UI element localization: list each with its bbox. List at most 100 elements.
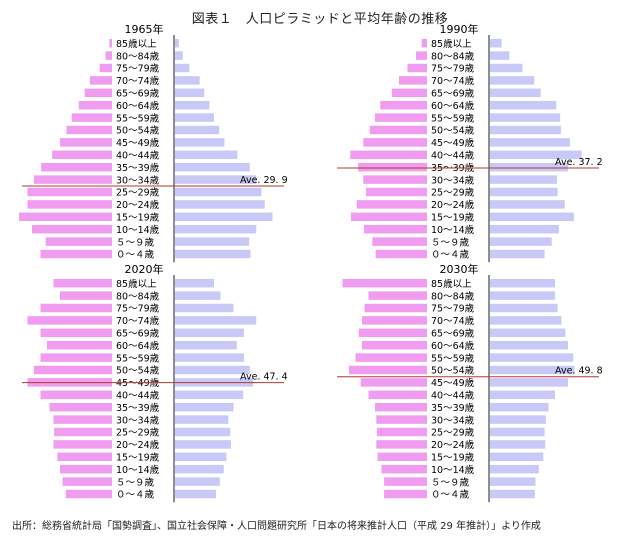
age-group-label: 80～84歳 bbox=[431, 50, 475, 62]
male-bar bbox=[421, 38, 427, 48]
male-bar bbox=[32, 224, 112, 234]
male-bar bbox=[19, 212, 112, 222]
male-bar bbox=[363, 175, 427, 184]
average-age-label: Ave. 49. 8 bbox=[555, 366, 603, 377]
female-bar bbox=[175, 365, 250, 375]
male-bar bbox=[60, 138, 112, 147]
male-bar bbox=[369, 125, 427, 135]
female-bar bbox=[490, 316, 562, 325]
figure-title: 図表１ 人口ピラミッドと平均年齢の推移 bbox=[191, 12, 449, 27]
female-bar bbox=[175, 316, 257, 325]
male-bar bbox=[40, 353, 112, 362]
panel-title: 2030年 bbox=[440, 262, 479, 276]
age-group-label: 35～39歳 bbox=[431, 402, 475, 414]
male-bar bbox=[27, 187, 112, 197]
male-bar bbox=[27, 200, 112, 209]
female-bar bbox=[175, 249, 251, 259]
male-bar bbox=[384, 489, 427, 499]
female-bar bbox=[490, 162, 568, 172]
age-group-label: 20～24歳 bbox=[431, 199, 475, 211]
age-group-label: 70～74歳 bbox=[116, 75, 160, 87]
male-bar bbox=[40, 249, 112, 259]
male-bar bbox=[381, 464, 427, 474]
male-bar bbox=[358, 328, 427, 338]
male-bar bbox=[349, 365, 427, 375]
female-bar bbox=[490, 150, 582, 160]
age-group-label: 15～19歳 bbox=[116, 452, 160, 464]
male-bar bbox=[375, 402, 427, 412]
female-bar bbox=[175, 278, 214, 288]
female-bar bbox=[175, 464, 224, 474]
age-group-label: ０～４歳 bbox=[116, 249, 155, 261]
female-bar bbox=[175, 224, 257, 234]
female-bar bbox=[490, 291, 555, 300]
female-bar bbox=[175, 175, 257, 184]
age-group-label: 65～69歳 bbox=[116, 88, 160, 100]
age-group-label: 40～44歳 bbox=[116, 150, 160, 162]
male-bar bbox=[78, 100, 112, 110]
pyramid-panel-1: 1990年 85歳以上80～84歳75～79歳70～74歳65～69歳60～64歳… bbox=[337, 22, 603, 263]
female-bar bbox=[175, 187, 262, 197]
age-group-label: ５～９歳 bbox=[116, 476, 155, 488]
male-bar bbox=[342, 278, 427, 288]
female-bar bbox=[175, 353, 244, 362]
age-group-label: 45～49歳 bbox=[116, 137, 160, 149]
age-group-label: 60～64歳 bbox=[116, 100, 160, 112]
male-bar bbox=[60, 291, 112, 300]
female-bar bbox=[490, 224, 559, 234]
age-group-label: 80～84歳 bbox=[116, 290, 160, 302]
male-bar bbox=[49, 402, 112, 412]
female-bar bbox=[490, 175, 557, 184]
age-group-label: 45～49歳 bbox=[431, 137, 475, 149]
age-group-label: 70～74歳 bbox=[431, 315, 475, 327]
panel-title: 2020年 bbox=[125, 262, 164, 276]
male-bar bbox=[34, 175, 112, 184]
age-group-label: 10～14歳 bbox=[431, 224, 475, 236]
female-bar bbox=[490, 427, 545, 437]
age-group-label: ０～４歳 bbox=[431, 489, 470, 501]
female-bar bbox=[175, 63, 190, 73]
female-bar bbox=[490, 212, 574, 222]
male-bar bbox=[105, 51, 112, 60]
age-group-label: 15～19歳 bbox=[116, 212, 160, 224]
age-group-label: 50～54歳 bbox=[431, 365, 475, 377]
female-bar bbox=[490, 340, 568, 350]
female-bar bbox=[175, 100, 210, 110]
male-bar bbox=[380, 100, 427, 110]
age-group-label: 85歳以上 bbox=[431, 278, 472, 290]
age-group-label: 25～29歳 bbox=[116, 187, 160, 199]
female-bar bbox=[490, 477, 536, 486]
male-bar bbox=[362, 316, 427, 325]
age-group-label: ０～４歳 bbox=[116, 489, 155, 501]
female-bar bbox=[175, 237, 250, 246]
female-bar bbox=[490, 51, 510, 60]
pyramid-panel-0: 1965年 85歳以上80～84歳75～79歳70～74歳65～69歳60～64歳… bbox=[19, 22, 288, 263]
male-bar bbox=[350, 150, 427, 160]
male-bar bbox=[47, 340, 112, 350]
female-bar bbox=[490, 237, 552, 246]
female-bar bbox=[175, 88, 205, 98]
female-bar bbox=[490, 38, 502, 48]
age-group-label: 30～34歳 bbox=[116, 174, 160, 186]
age-group-label: 80～84歳 bbox=[431, 290, 475, 302]
age-group-label: 55～59歳 bbox=[116, 352, 160, 364]
male-bar bbox=[40, 328, 112, 338]
female-bar bbox=[490, 328, 566, 338]
age-group-label: 80～84歳 bbox=[116, 50, 160, 62]
age-group-label: 75～79歳 bbox=[116, 63, 160, 75]
male-bar bbox=[399, 76, 427, 85]
age-group-label: 50～54歳 bbox=[431, 125, 475, 137]
male-bar bbox=[376, 427, 427, 437]
male-bar bbox=[368, 291, 427, 300]
female-bar bbox=[490, 113, 561, 122]
age-group-label: 85歳以上 bbox=[116, 38, 157, 50]
age-group-label: 25～29歳 bbox=[116, 427, 160, 439]
male-bar bbox=[375, 113, 427, 122]
age-group-label: 20～24歳 bbox=[116, 439, 160, 451]
age-group-label: 55～59歳 bbox=[431, 112, 475, 124]
age-group-label: ５～９歳 bbox=[431, 236, 470, 248]
average-age-label: Ave. 37. 2 bbox=[555, 157, 603, 168]
pyramid-panel-3: 2030年 85歳以上80～84歳75～79歳70～74歳65～69歳60～64歳… bbox=[337, 262, 603, 503]
female-bar bbox=[490, 402, 549, 412]
female-bar bbox=[175, 113, 214, 122]
